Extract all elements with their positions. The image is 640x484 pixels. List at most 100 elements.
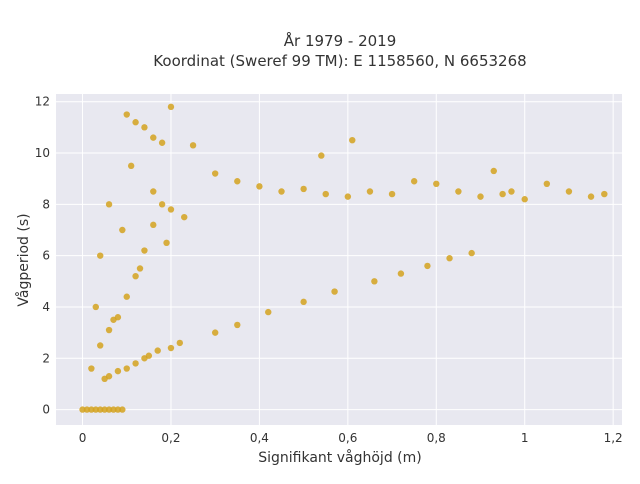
- data-point: [105, 406, 113, 413]
- data-points: [79, 103, 608, 413]
- data-point: [119, 226, 126, 234]
- chart-title-line-2: Koordinat (Sweref 99 TM): E 1158560, N 6…: [153, 52, 526, 70]
- data-point: [331, 288, 338, 295]
- data-point: [150, 221, 157, 229]
- data-point: [92, 303, 99, 311]
- x-tick-label: 0: [79, 431, 87, 445]
- data-point: [318, 152, 325, 159]
- data-point: [446, 255, 453, 262]
- data-point: [150, 188, 157, 195]
- y-tick-label: 6: [42, 249, 50, 263]
- y-axis-ticks: 0 2 4 6 8 10 12: [35, 95, 50, 417]
- data-point: [114, 406, 122, 413]
- data-point: [127, 162, 135, 170]
- data-point: [211, 329, 219, 336]
- data-point: [344, 193, 352, 200]
- data-point: [349, 136, 356, 144]
- y-tick-label: 10: [35, 146, 50, 160]
- data-point: [136, 265, 144, 272]
- y-tick-label: 0: [42, 403, 50, 417]
- data-point: [167, 206, 175, 213]
- data-point: [110, 406, 117, 413]
- x-tick-label: 0,8: [427, 431, 446, 445]
- y-axis-label: Vågperiod (s): [15, 213, 32, 306]
- data-point: [123, 365, 130, 372]
- data-point: [132, 360, 139, 367]
- plot-area: [56, 94, 622, 425]
- data-point: [97, 406, 104, 413]
- data-point: [132, 119, 139, 126]
- data-point: [424, 262, 431, 270]
- data-point: [105, 201, 113, 208]
- data-point: [145, 352, 153, 359]
- data-point: [366, 188, 374, 195]
- data-point: [455, 188, 462, 195]
- data-point: [587, 193, 595, 200]
- data-point: [543, 180, 551, 188]
- data-point: [105, 373, 113, 380]
- data-point: [167, 103, 175, 111]
- data-point: [234, 321, 241, 329]
- data-point: [189, 142, 197, 149]
- data-point: [119, 406, 126, 413]
- data-point: [388, 190, 396, 198]
- x-axis-label: Signifikant våghöjd (m): [258, 449, 421, 466]
- data-point: [92, 406, 99, 413]
- data-point: [410, 178, 418, 185]
- x-tick-label: 0,6: [338, 431, 357, 445]
- data-point: [88, 406, 95, 413]
- data-point: [114, 314, 122, 321]
- x-axis-ticks: 0 0,2 0,4 0,6 0,8 1 1,2: [79, 431, 623, 445]
- data-point: [83, 406, 91, 413]
- data-point: [97, 252, 104, 259]
- data-point: [88, 365, 95, 372]
- data-point: [105, 326, 113, 334]
- data-point: [123, 293, 130, 300]
- y-tick-label: 8: [42, 197, 50, 211]
- data-point: [601, 190, 608, 198]
- data-point: [141, 247, 148, 254]
- x-tick-label: 1,2: [604, 431, 623, 445]
- data-point: [278, 188, 285, 195]
- data-point: [97, 342, 104, 349]
- data-point: [181, 213, 188, 221]
- data-point: [141, 124, 148, 131]
- data-point: [150, 134, 157, 141]
- data-point: [433, 180, 440, 188]
- data-point: [167, 344, 175, 352]
- data-point: [158, 139, 166, 146]
- data-point: [176, 339, 184, 347]
- y-tick-label: 4: [42, 300, 50, 314]
- data-point: [499, 190, 506, 198]
- x-tick-label: 0,2: [161, 431, 180, 445]
- data-point: [211, 170, 219, 177]
- data-point: [371, 278, 378, 285]
- data-point: [565, 188, 573, 195]
- data-point: [468, 249, 475, 257]
- data-point: [123, 111, 130, 118]
- data-point: [256, 183, 263, 190]
- x-tick-label: 0,4: [250, 431, 269, 445]
- chart-title-line-1: År 1979 - 2019: [284, 31, 397, 50]
- data-point: [477, 193, 484, 200]
- data-point: [508, 188, 515, 195]
- data-point: [114, 367, 122, 375]
- data-point: [300, 185, 307, 193]
- y-tick-label: 12: [35, 95, 50, 109]
- data-point: [300, 298, 307, 306]
- data-point: [79, 406, 86, 413]
- data-point: [265, 308, 272, 316]
- data-point: [234, 178, 241, 185]
- data-point: [154, 347, 161, 354]
- data-point: [397, 270, 405, 277]
- x-tick-label: 1: [521, 431, 529, 445]
- y-tick-label: 2: [42, 351, 50, 365]
- data-point: [521, 196, 528, 203]
- data-point: [158, 201, 166, 208]
- data-point: [322, 190, 329, 198]
- data-point: [132, 272, 139, 280]
- data-point: [163, 239, 170, 247]
- data-point: [490, 167, 497, 175]
